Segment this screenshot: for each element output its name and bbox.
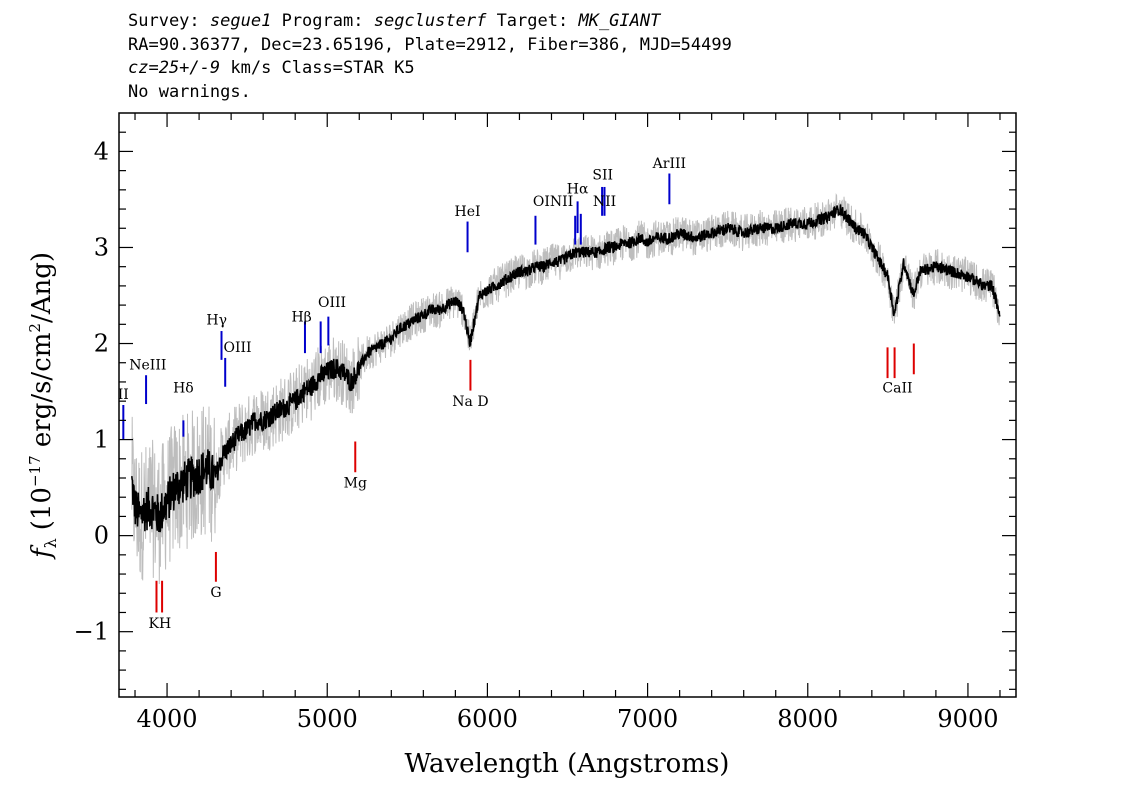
- axis-ticks: [119, 113, 1016, 697]
- redshift-value: cz=25+/-9: [128, 58, 221, 78]
- target-value: MK_GIANT: [578, 11, 661, 31]
- spectral-line-label: NII: [593, 194, 616, 210]
- y-tick-label: 0: [94, 522, 109, 550]
- y-axis-title-exp2: 2: [26, 323, 44, 333]
- spectral-line-label: NeIII: [129, 357, 166, 373]
- y-axis-title-sub: λ: [41, 538, 60, 548]
- x-tick-label: 9000: [937, 705, 998, 733]
- flux-trace: [131, 204, 1001, 533]
- target-label: Target:: [496, 11, 569, 31]
- x-tick-label: 7000: [617, 705, 678, 733]
- spectral-line-label: OIII: [318, 295, 346, 311]
- spectral-line-label: OINII: [533, 194, 573, 210]
- spectral-line-label: G: [210, 585, 221, 601]
- x-axis-title: Wavelength (Angstroms): [405, 749, 730, 779]
- y-axis-title: fλ(10−17 erg/s/cm2/Ang): [26, 252, 60, 560]
- spectral-line-label: Na D: [452, 394, 488, 410]
- spectral-line-label: HeI: [455, 204, 481, 220]
- spectral-line-label: Hβ: [291, 309, 311, 325]
- spectral-line-label: KH: [149, 616, 172, 632]
- spectral-line-label: CaII: [882, 381, 912, 397]
- class-text: km/s Class=STAR K5: [220, 58, 415, 78]
- spectrum-header: Survey: segue1 Program: segclusterf Targ…: [128, 10, 732, 104]
- spectral-line-label: SII: [592, 167, 613, 183]
- header-line-redshift: cz=25+/-9 km/s Class=STAR K5: [128, 57, 732, 81]
- program-value: segclusterf: [373, 11, 487, 31]
- header-line-warnings: No warnings.: [128, 81, 251, 102]
- survey-value: segue1: [209, 11, 272, 31]
- header-line-survey: Survey: segue1 Program: segclusterf Targ…: [128, 10, 732, 34]
- y-axis-title-units-end: /Ang): [27, 252, 57, 323]
- survey-label: Survey:: [128, 11, 200, 31]
- y-tick-label: 4: [94, 137, 109, 165]
- y-tick-label: 3: [94, 233, 109, 261]
- y-axis-title-exp: −17: [26, 455, 44, 487]
- axis-tick-labels: 4000 5000 6000 7000 8000 9000 −1 0 1 2 3 4: [74, 137, 999, 733]
- x-tick-label: 8000: [777, 705, 838, 733]
- flux-series: [131, 204, 1001, 533]
- y-axis-title-main: (10: [27, 487, 57, 530]
- spectral-line-label: ArIII: [652, 156, 686, 172]
- spectral-line-label: Hδ: [173, 381, 194, 397]
- spectral-line-label: Hα: [567, 182, 589, 198]
- spectral-line-label: Hγ: [206, 312, 227, 328]
- spectral-line-label: OIII: [223, 340, 251, 356]
- y-tick-label: 2: [94, 330, 109, 358]
- spectral-line-label: Mg: [344, 476, 367, 492]
- y-tick-label: −1: [74, 618, 109, 646]
- x-tick-label: 6000: [457, 705, 518, 733]
- plot-frame: [118, 112, 1017, 698]
- program-label: Program:: [281, 11, 364, 31]
- y-tick-label: 1: [94, 426, 109, 454]
- header-line-coordinates: RA=90.36377, Dec=23.65196, Plate=2912, F…: [128, 34, 732, 55]
- spectral-line-label: II: [118, 387, 129, 403]
- x-tick-label: 4000: [137, 705, 198, 733]
- x-tick-label: 5000: [297, 705, 358, 733]
- y-axis-title-units: erg/s/cm: [27, 333, 57, 456]
